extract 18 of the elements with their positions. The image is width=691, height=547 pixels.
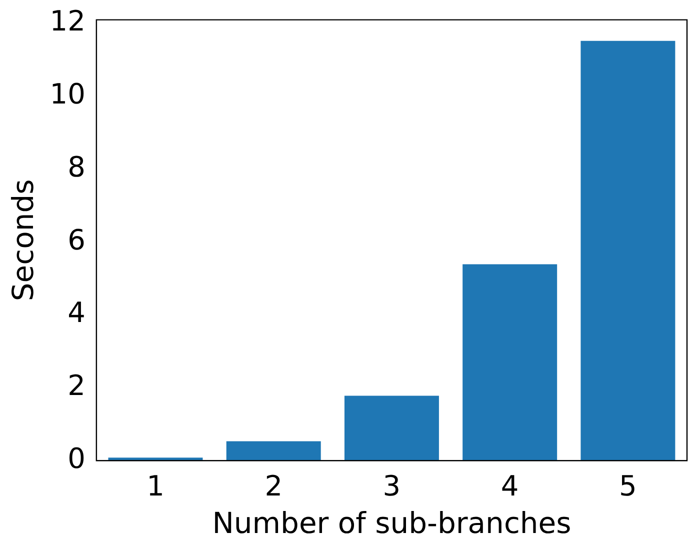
bar (462, 264, 558, 461)
y-tick-label: 10 (50, 78, 86, 111)
y-tick-label: 12 (50, 4, 86, 38)
x-tick-label: 3 (382, 470, 401, 503)
bar (580, 40, 676, 461)
y-tick-label: 6 (68, 223, 86, 256)
x-tick-label: 1 (146, 470, 164, 503)
x-axis-title: Number of sub-branches (212, 506, 572, 540)
y-tick-label: 2 (68, 369, 86, 402)
bar (226, 441, 321, 461)
y-axis-title: Seconds (6, 179, 40, 302)
x-tick-label: 4 (500, 470, 519, 503)
y-tick-label: 4 (68, 296, 86, 330)
bar (344, 396, 439, 461)
y-tick-label: 0 (68, 442, 86, 475)
x-tick-label: 2 (264, 470, 283, 503)
y-tick-label: 8 (68, 150, 86, 184)
x-tick-label: 5 (619, 470, 637, 503)
